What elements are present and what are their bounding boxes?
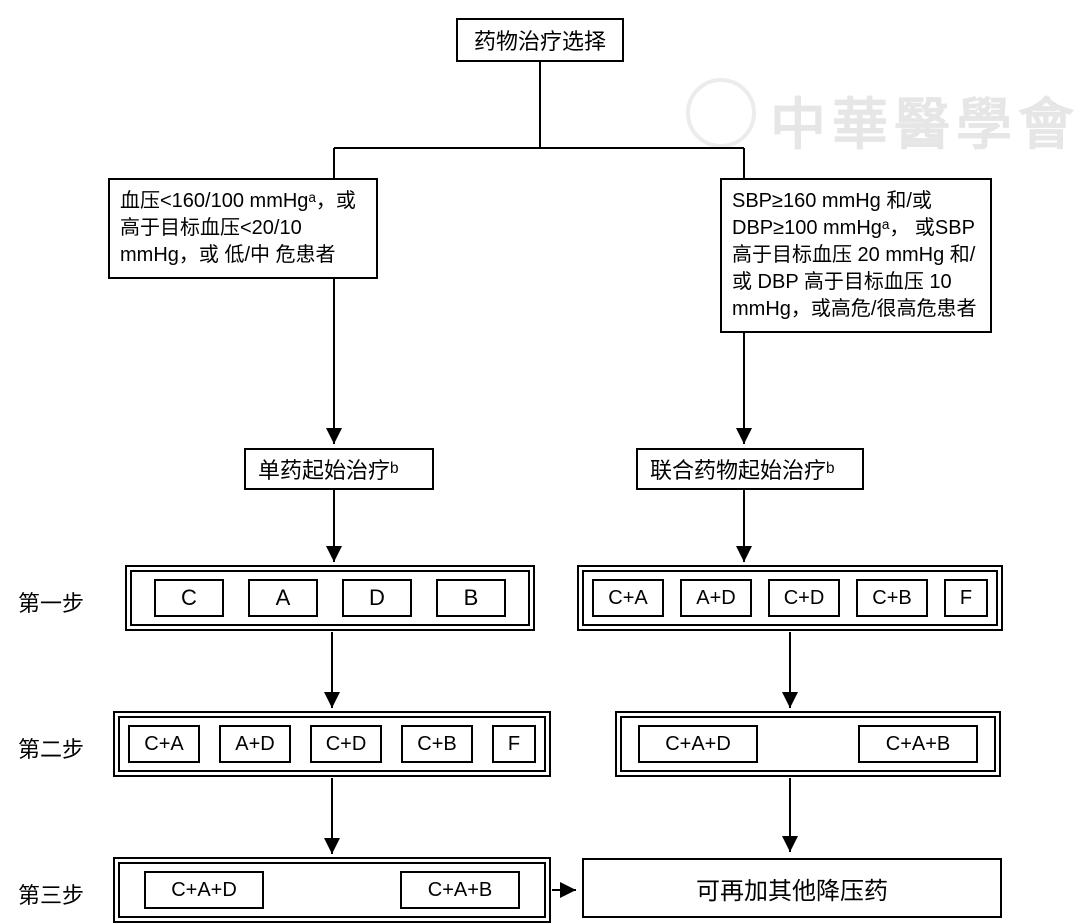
left-r2-c3: C+B	[401, 725, 473, 763]
step2-label: 第二步	[18, 732, 84, 764]
left-row1-frame: C A D B	[130, 570, 530, 626]
sup-b-left: b	[390, 460, 399, 478]
right-row1-frame: C+A A+D C+D C+B F	[582, 570, 998, 626]
title-box: 药物治疗选择	[456, 18, 624, 62]
right-criteria-box: SBP≥160 mmHg 和/或 DBP≥100 mmHgᵃ， 或SBP高于目标…	[720, 178, 992, 333]
right-r1-c2: C+D	[768, 579, 840, 617]
watermark-seal	[686, 78, 756, 148]
left-r3-c1: C+A+B	[400, 871, 520, 909]
right-r1-c3: C+B	[856, 579, 928, 617]
left-start-text: 单药起始治疗	[258, 453, 390, 485]
right-r1-c4: F	[944, 579, 988, 617]
left-r2-c4: F	[492, 725, 536, 763]
left-row3-frame: C+A+D C+A+B	[118, 862, 546, 918]
step1-label: 第一步	[18, 586, 84, 618]
left-criteria-text: 血压<160/100 mmHgᵃ，或高于目标血压<20/10 mmHg，或 低/…	[120, 190, 356, 266]
left-r2-c0: C+A	[128, 725, 200, 763]
right-criteria-text: SBP≥160 mmHg 和/或 DBP≥100 mmHgᵃ， 或SBP高于目标…	[732, 190, 976, 320]
left-r1-c2: D	[342, 579, 412, 617]
right-r1-c0: C+A	[592, 579, 664, 617]
left-r1-c0: C	[154, 579, 224, 617]
title-text: 药物治疗选择	[474, 24, 606, 56]
left-r1-c1: A	[248, 579, 318, 617]
right-start-box: 联合药物起始治疗b	[636, 448, 864, 490]
step3-label: 第三步	[18, 878, 84, 910]
right-row3-text: 可再加其他降压药	[696, 871, 888, 906]
watermark-text: 中華醫學會	[770, 80, 1080, 161]
right-r2-c0: C+A+D	[638, 725, 758, 763]
left-r2-c1: A+D	[219, 725, 291, 763]
right-r1-c1: A+D	[680, 579, 752, 617]
right-start-text: 联合药物起始治疗	[650, 453, 826, 485]
right-r2-c1: C+A+B	[858, 725, 978, 763]
left-row2-frame: C+A A+D C+D C+B F	[118, 716, 546, 772]
right-row3-box: 可再加其他降压药	[582, 858, 1002, 918]
left-r1-c3: B	[436, 579, 506, 617]
left-r3-c0: C+A+D	[144, 871, 264, 909]
left-start-box: 单药起始治疗b	[244, 448, 434, 490]
right-row2-frame: C+A+D C+A+B	[620, 716, 996, 772]
left-r2-c2: C+D	[310, 725, 382, 763]
sup-b-right: b	[826, 460, 835, 478]
left-criteria-box: 血压<160/100 mmHgᵃ，或高于目标血压<20/10 mmHg，或 低/…	[108, 178, 378, 279]
